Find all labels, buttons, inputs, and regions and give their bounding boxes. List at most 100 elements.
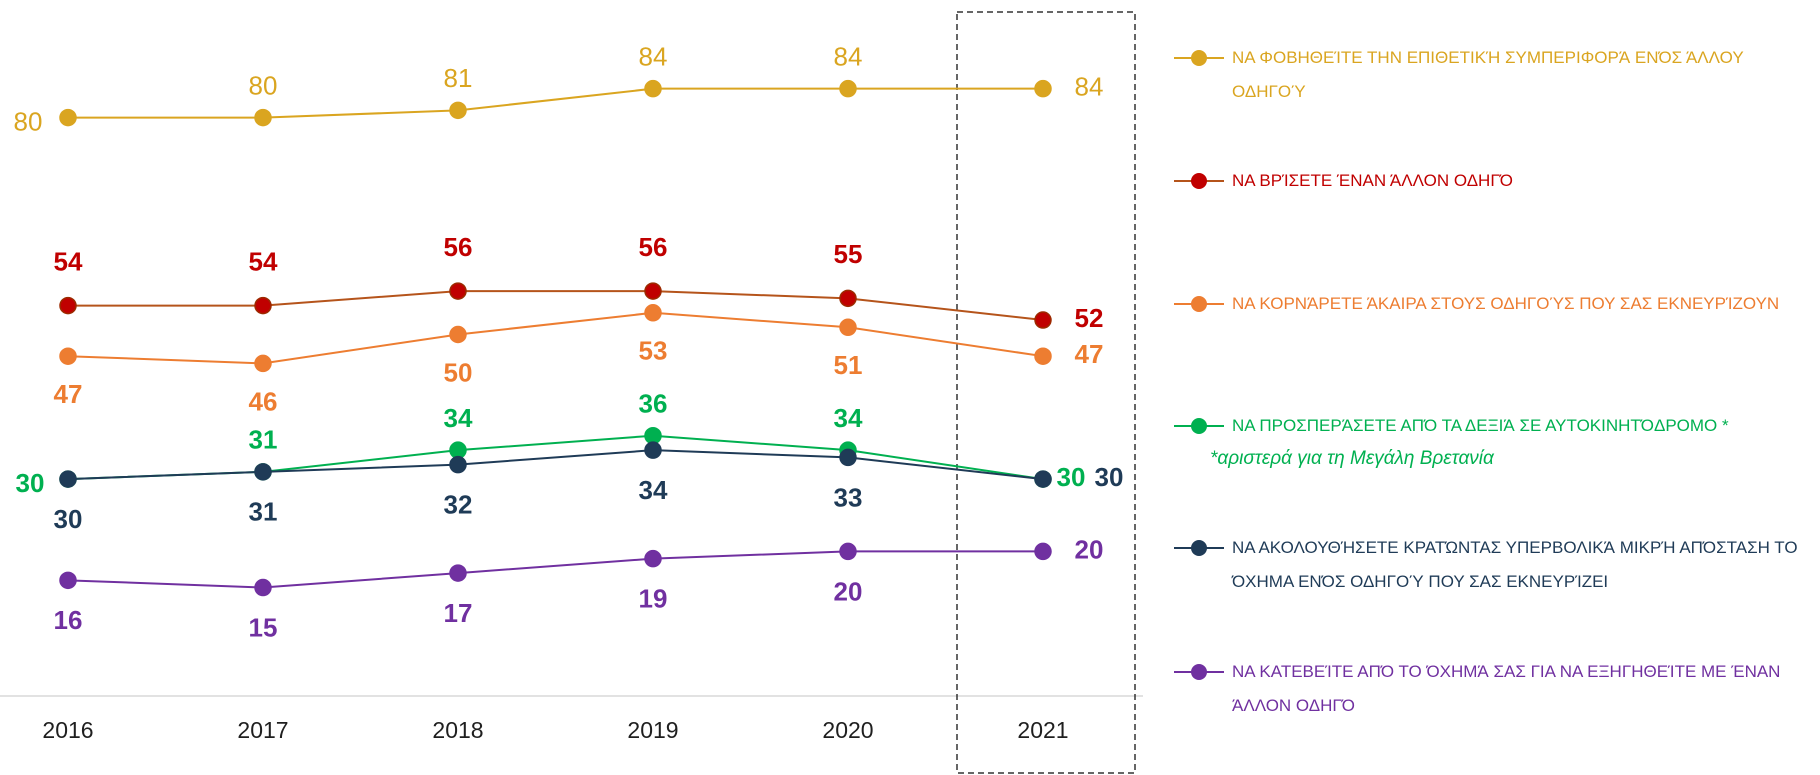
data-label: 31: [249, 425, 278, 455]
series: 80 80 81 84 84 84: [14, 42, 1104, 137]
x-tick-label: 2020: [822, 717, 873, 743]
marker: [254, 296, 272, 315]
marker: [449, 101, 467, 120]
marker: [449, 441, 467, 459]
data-label: 31: [249, 497, 278, 527]
series: 30 31 32 34 33 30: [54, 441, 1124, 534]
series: 47 46 50 53 51 47: [54, 304, 1104, 416]
marker: [449, 282, 467, 300]
legend-swatch: [1174, 296, 1224, 312]
data-label: 16: [54, 605, 83, 635]
series: 30 31 34 36 34 30: [16, 389, 1086, 498]
legend-item: ΝΑ ΦΟΒΗΘΕΊΤΕ ΤΗΝ ΕΠΙΘΕΤΙΚΉ ΣΥΜΠΕΡΙΦΟΡΆ Ε…: [1174, 47, 1814, 109]
marker: [839, 542, 857, 561]
data-label: 56: [639, 232, 668, 262]
series-line: [67, 311, 1044, 365]
data-label: 56: [444, 232, 473, 262]
marker: [254, 354, 272, 373]
legend: ΝΑ ΦΟΒΗΘΕΊΤΕ ΤΗΝ ΕΠΙΘΕΤΙΚΉ ΣΥΜΠΕΡΙΦΟΡΆ Ε…: [1174, 0, 1814, 775]
data-label: 80: [249, 70, 278, 100]
series: 16 15 17 19 20 20: [54, 534, 1104, 642]
marker: [1034, 79, 1052, 98]
data-label: 80: [14, 106, 43, 136]
data-label: 30: [1095, 462, 1124, 492]
legend-item: ΝΑ ΠΡΟΣΠΕΡΆΣΕΤΕ ΑΠΌ ΤΑ ΔΕΞΙΆ ΣΕ ΑΥΤΟΚΙΝΗ…: [1174, 415, 1814, 443]
data-label: 52: [1075, 303, 1104, 333]
marker: [644, 304, 662, 322]
series-line: [68, 290, 1044, 322]
x-tick-label: 2021: [1017, 717, 1068, 743]
data-label: 19: [639, 584, 668, 614]
data-label: 47: [1075, 339, 1104, 369]
series: 54 54 56 56 55 52: [54, 232, 1104, 333]
data-label: 20: [1075, 534, 1104, 564]
legend-swatch: [1174, 50, 1224, 66]
highlight-box: [956, 11, 1136, 774]
marker: [644, 426, 662, 445]
data-label: 46: [249, 386, 278, 416]
legend-item: ΝΑ ΚΟΡΝΆΡΕΤΕ ΆΚΑΙΡΑ ΣΤΟΥΣ ΟΔΗΓΟΎΣ ΠΟΥ ΣΑ…: [1174, 293, 1814, 321]
data-label: 53: [639, 336, 668, 366]
marker: [1034, 470, 1052, 488]
marker: [839, 448, 857, 467]
legend-item: ΝΑ ΑΚΟΛΟΥΘΉΣΕΤΕ ΚΡΑΤΏΝΤΑΣ ΥΠΕΡΒΟΛΙΚΆ ΜΙΚ…: [1174, 537, 1814, 599]
data-label: 47: [54, 379, 83, 409]
marker: [644, 441, 662, 459]
marker: [839, 318, 857, 337]
series-line: [67, 449, 1044, 481]
data-label: 51: [834, 350, 863, 380]
marker: [839, 289, 857, 308]
marker: [254, 578, 272, 597]
data-label: 30: [54, 504, 83, 534]
data-label: 81: [444, 63, 473, 93]
data-label: 17: [444, 598, 473, 628]
data-label: 54: [54, 246, 83, 276]
x-tick-label: 2019: [627, 717, 678, 743]
legend-label: ΝΑ ΑΚΟΛΟΥΘΉΣΕΤΕ ΚΡΑΤΏΝΤΑΣ ΥΠΕΡΒΟΛΙΚΆ ΜΙΚ…: [1232, 538, 1798, 591]
legend-label: ΝΑ ΠΡΟΣΠΕΡΆΣΕΤΕ ΑΠΌ ΤΑ ΔΕΞΙΆ ΣΕ ΑΥΤΟΚΙΝΗ…: [1232, 416, 1729, 435]
data-label: 34: [639, 475, 668, 505]
legend-label: ΝΑ ΦΟΒΗΘΕΊΤΕ ΤΗΝ ΕΠΙΘΕΤΙΚΉ ΣΥΜΠΕΡΙΦΟΡΆ Ε…: [1232, 48, 1744, 101]
marker: [59, 470, 77, 488]
marker: [449, 564, 467, 582]
marker: [59, 347, 77, 365]
marker: [1034, 347, 1052, 365]
data-label: 84: [1075, 72, 1104, 102]
legend-swatch: [1174, 664, 1224, 680]
marker: [254, 108, 272, 127]
data-label: 34: [834, 403, 863, 433]
data-label: 55: [834, 239, 863, 269]
marker: [1034, 542, 1052, 561]
legend-label: ΝΑ ΚΑΤΕΒΕΊΤΕ ΑΠΌ ΤΟ ΌΧΗΜΆ ΣΑΣ ΓΙΑ ΝΑ ΕΞΗ…: [1232, 662, 1781, 715]
series-line: [67, 550, 1043, 589]
legend-item: ΝΑ ΒΡΊΣΕΤΕ ΈΝΑΝ ΆΛΛΟΝ ΟΔΗΓΌ: [1174, 170, 1814, 198]
marker: [59, 108, 77, 127]
x-tick-label: 2018: [432, 717, 483, 743]
marker: [59, 571, 77, 590]
data-label: 50: [444, 357, 473, 387]
legend-note: *αριστερά για τη Μεγάλη Βρετανία: [1210, 448, 1494, 469]
series-line: [68, 87, 1043, 119]
data-label: 15: [249, 612, 278, 642]
data-label: 54: [249, 246, 278, 276]
marker: [1034, 311, 1052, 329]
x-tick-label: 2017: [237, 717, 288, 743]
legend-label: ΝΑ ΒΡΊΣΕΤΕ ΈΝΑΝ ΆΛΛΟΝ ΟΔΗΓΌ: [1232, 171, 1513, 190]
data-label: 30: [1057, 462, 1086, 492]
data-label: 20: [834, 576, 863, 606]
marker: [449, 325, 467, 344]
marker: [59, 296, 77, 315]
legend-swatch: [1174, 418, 1224, 434]
x-tick-label: 2016: [42, 717, 93, 743]
legend-item: ΝΑ ΚΑΤΕΒΕΊΤΕ ΑΠΌ ΤΟ ΌΧΗΜΆ ΣΑΣ ΓΙΑ ΝΑ ΕΞΗ…: [1174, 661, 1814, 723]
legend-label: ΝΑ ΚΟΡΝΆΡΕΤΕ ΆΚΑΙΡΑ ΣΤΟΥΣ ΟΔΗΓΟΎΣ ΠΟΥ ΣΑ…: [1232, 294, 1780, 313]
marker: [254, 463, 272, 481]
marker: [644, 79, 662, 98]
data-label: 30: [16, 468, 45, 498]
marker: [644, 282, 662, 300]
data-label: 34: [444, 403, 473, 433]
data-label: 33: [834, 482, 863, 512]
data-label: 84: [639, 42, 668, 72]
